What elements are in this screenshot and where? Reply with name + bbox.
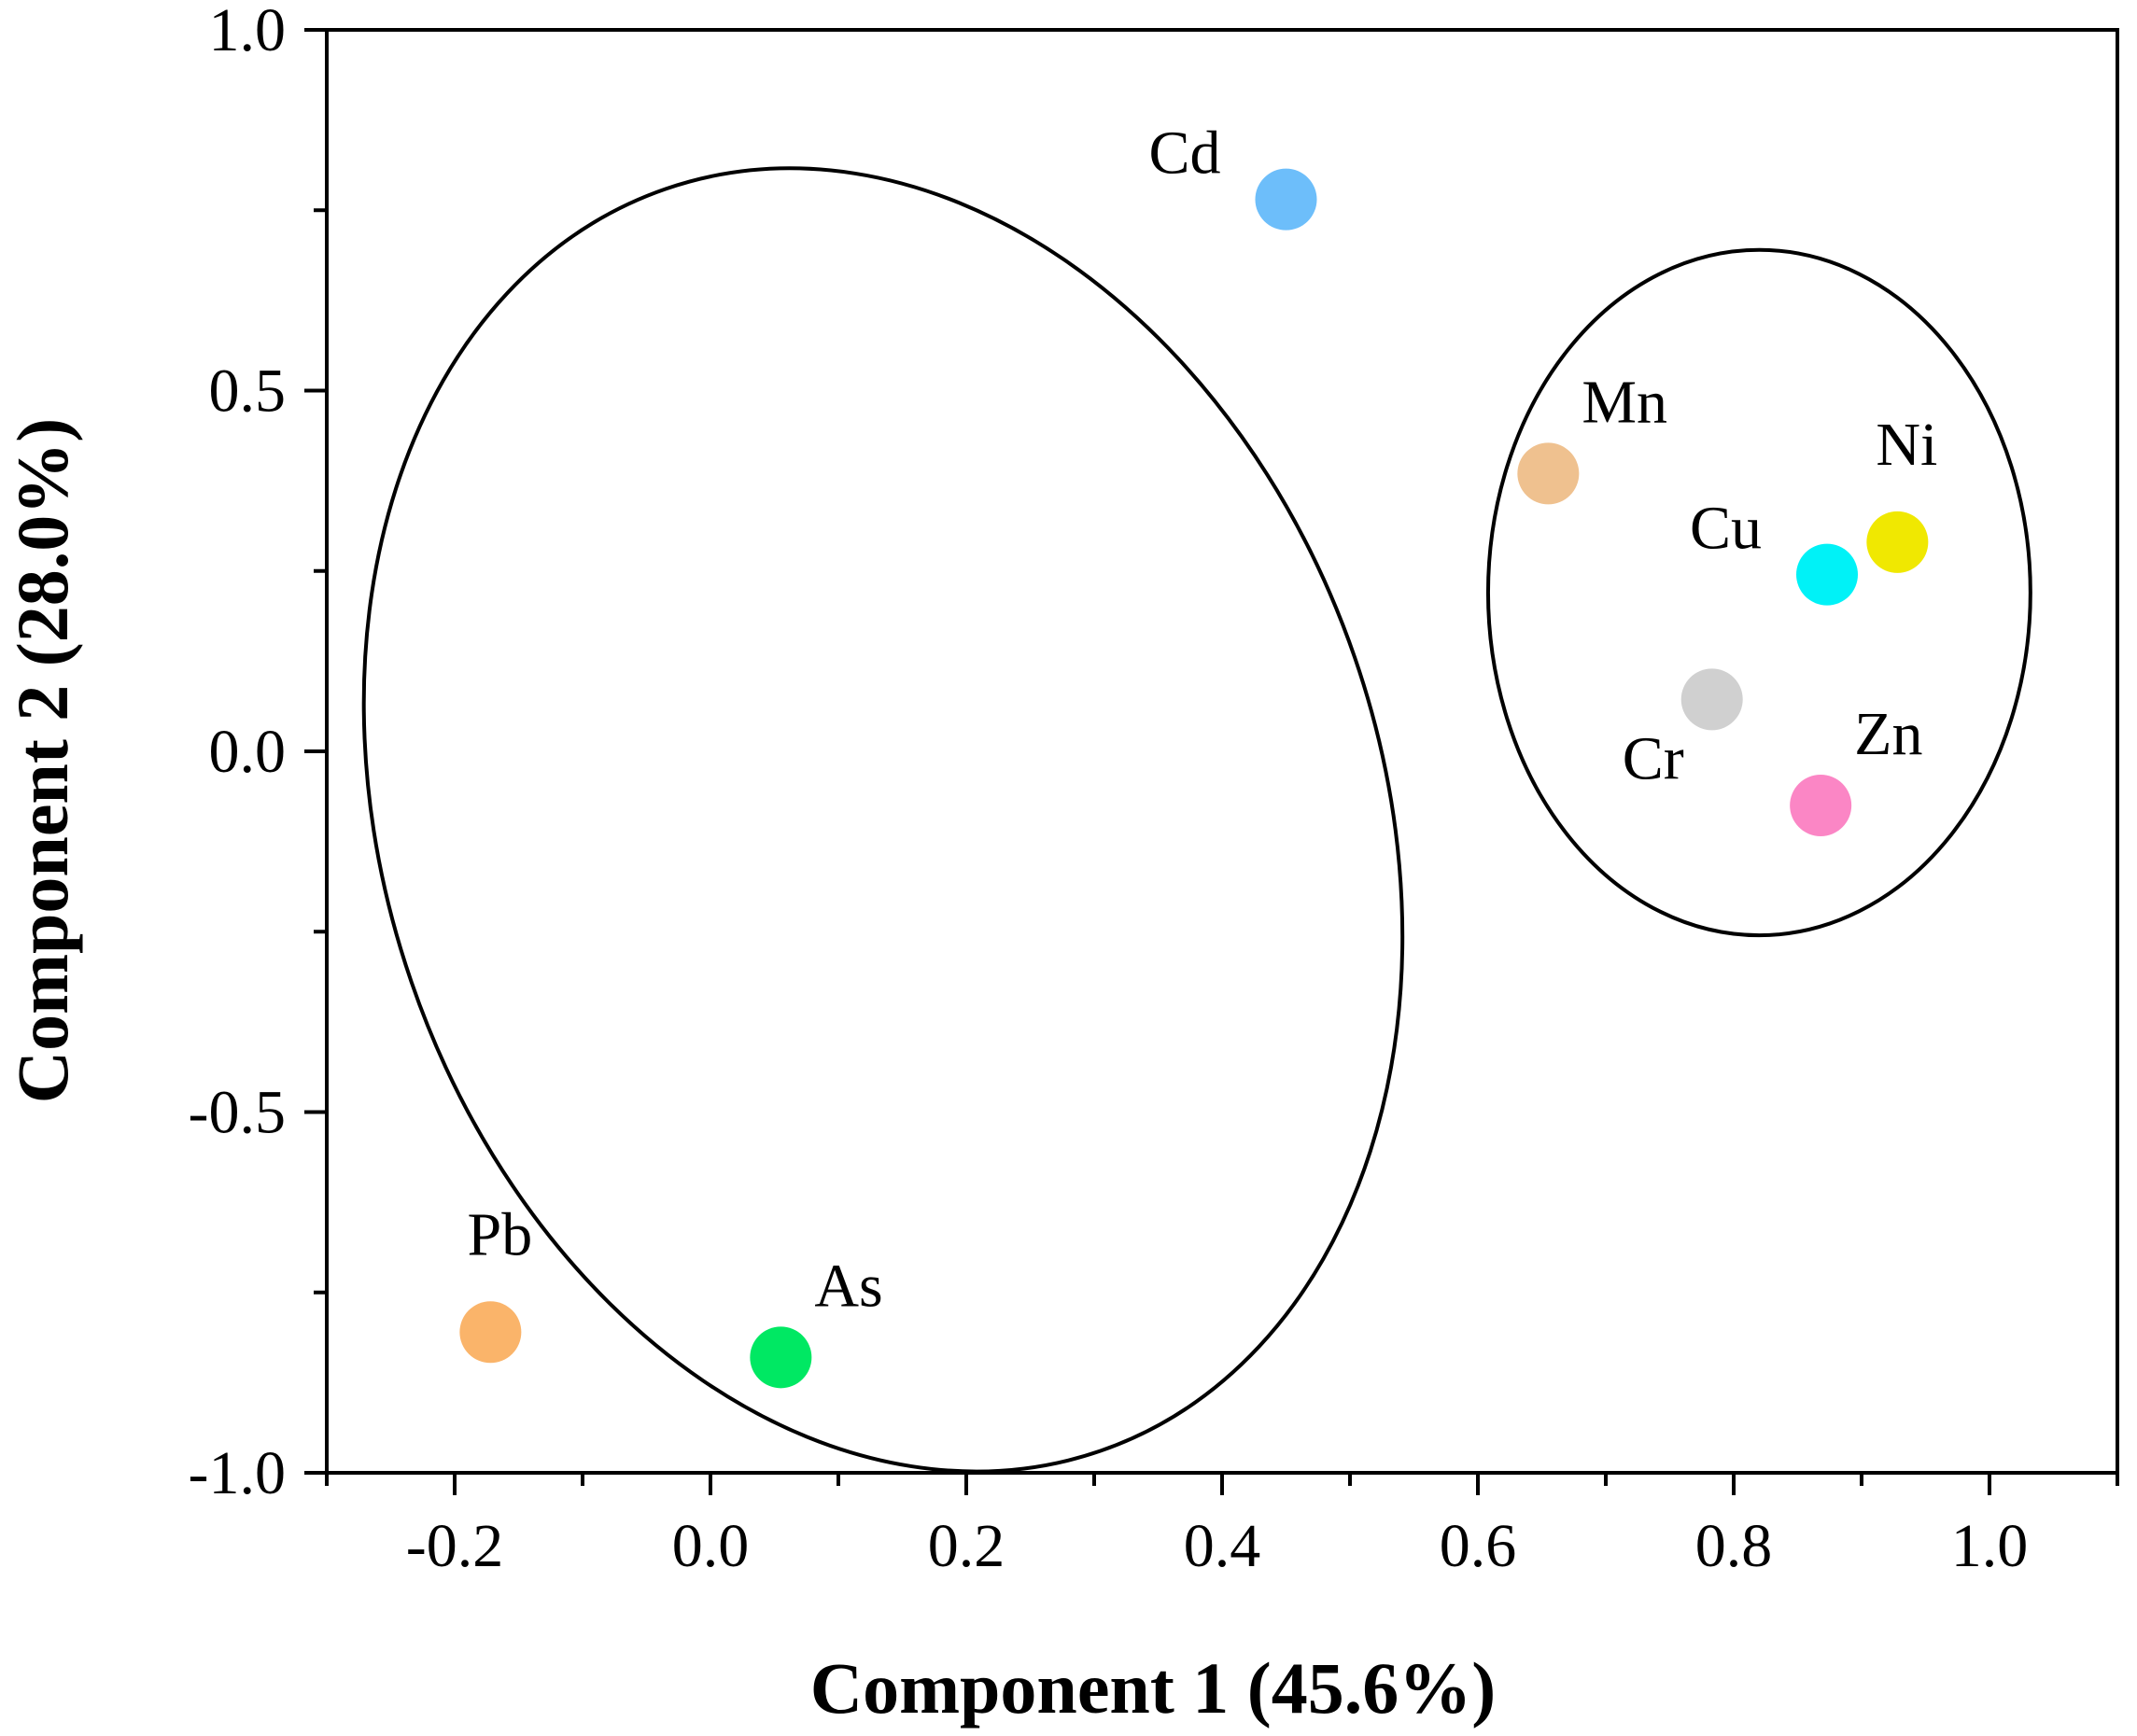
x-tick-label: 0.4 — [1184, 1512, 1261, 1580]
point-cd — [1255, 168, 1317, 231]
axis-ticks — [304, 28, 2119, 1495]
y-tick-label: -1.0 — [189, 1439, 286, 1507]
point-mn — [1517, 442, 1580, 505]
x-tick-label: 0.2 — [928, 1512, 1005, 1580]
x-axis-title: Component 1 (45.6%) — [810, 1647, 1497, 1729]
point-label-pb: Pb — [468, 1200, 533, 1268]
point-zn — [1790, 774, 1852, 836]
point-ni — [1866, 511, 1929, 573]
point-label-cd: Cd — [1148, 119, 1220, 188]
y-tick-label: 1.0 — [209, 0, 287, 64]
point-label-zn: Zn — [1854, 700, 1922, 768]
point-label-mn: Mn — [1582, 368, 1667, 436]
point-pb — [459, 1301, 522, 1364]
point-cr — [1680, 668, 1743, 731]
y-tick-label: 0.0 — [209, 718, 287, 786]
data-points — [459, 168, 1929, 1389]
point-as — [750, 1326, 812, 1389]
y-tick-label: -0.5 — [189, 1079, 286, 1147]
point-label-cr: Cr — [1623, 724, 1684, 792]
x-tick-label: 0.8 — [1695, 1512, 1773, 1580]
axis-tick-labels: -0.2 0.0 0.2 0.4 0.6 0.8 1.0 1.0 0.5 0.0 -0.5 -1.0 — [189, 0, 2029, 1580]
y-tick-label: 0.5 — [209, 357, 287, 426]
group-ellipses — [361, 166, 2032, 1474]
group-ellipse-group-1 — [361, 166, 1405, 1474]
group-ellipse-group-2 — [1485, 247, 2032, 938]
point-labels: Cd Mn Ni Cu Cr Zn Pb As — [468, 119, 1938, 1321]
point-label-ni: Ni — [1876, 411, 1937, 479]
y-axis-title: Component 2 (28.0%) — [2, 418, 83, 1104]
x-tick-label: 0.0 — [672, 1512, 750, 1580]
point-label-cu: Cu — [1690, 495, 1762, 563]
x-tick-label: 1.0 — [1951, 1512, 2029, 1580]
point-cu — [1796, 543, 1859, 606]
point-label-as: As — [814, 1252, 882, 1320]
x-tick-label: 0.6 — [1440, 1512, 1517, 1580]
x-tick-label: -0.2 — [406, 1512, 503, 1580]
